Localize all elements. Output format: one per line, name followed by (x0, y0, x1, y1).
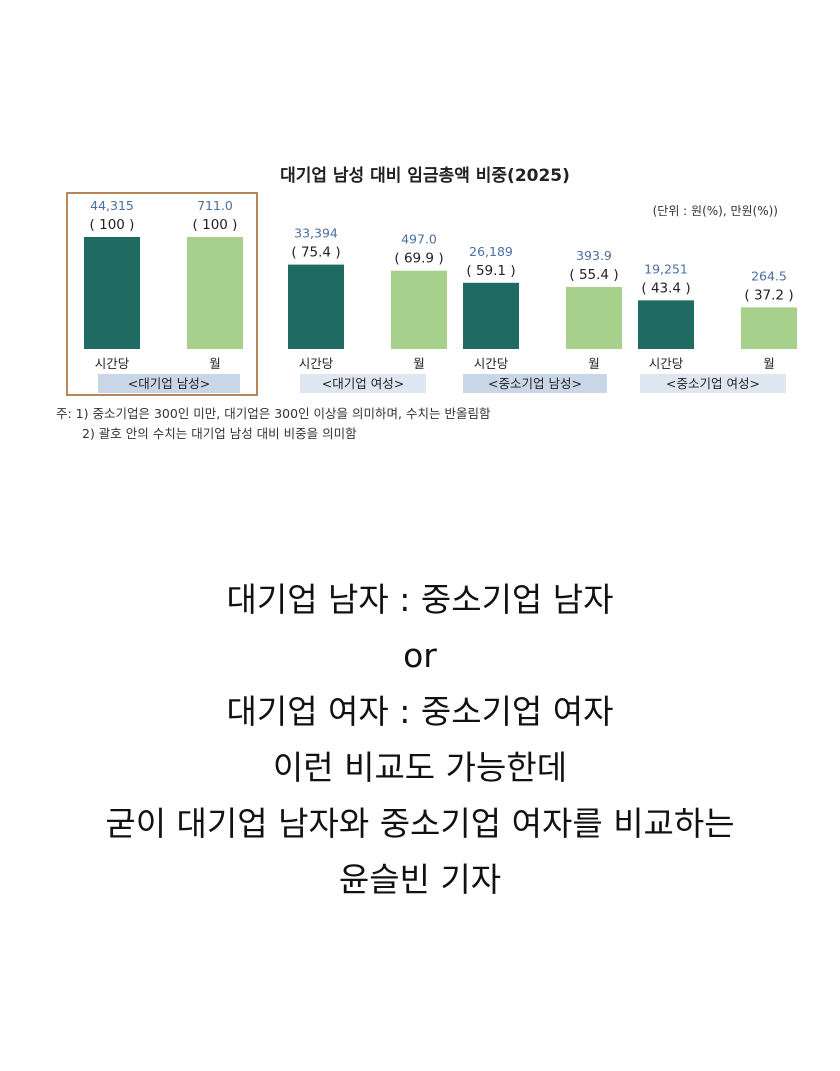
note-line-2: 2) 괄호 안의 수치는 대기업 남성 대비 비중을 의미함 (82, 426, 357, 441)
bar-sme-female-monthly (741, 307, 797, 349)
value-label-sme-female-monthly: 264.5 (751, 268, 787, 283)
group-label-bg-sme-female (640, 374, 786, 393)
bar-sme-male-monthly (566, 286, 622, 349)
caption-line-1: 대기업 남자 : 중소기업 남자 (226, 580, 614, 619)
group-label-sme-female: <중소기업 여성> (666, 376, 760, 391)
caption-line-2: or (403, 636, 437, 675)
chart-title: 대기업 남성 대비 임금총액 비중(2025) (280, 165, 570, 186)
group-label-bg-large-female (300, 374, 426, 393)
value-label-sme-male-monthly: 393.9 (576, 248, 612, 263)
pct-label-sme-male-hourly: ( 59.1 ) (466, 263, 515, 279)
bar-category-sme-male-monthly: 월 (588, 356, 600, 371)
group-label-bg-large-male (98, 374, 240, 393)
group-label-large-female: <대기업 여성> (322, 376, 404, 391)
highlight-box (66, 192, 258, 396)
bar-large-male-hourly (84, 237, 140, 349)
pct-label-sme-male-monthly: ( 55.4 ) (569, 267, 618, 283)
pct-label-large-female-monthly: ( 69.9 ) (394, 251, 443, 267)
bar-category-large-male-hourly: 시간당 (95, 356, 130, 371)
value-label-large-male-monthly: 711.0 (197, 198, 233, 213)
caption-line-4: 이런 비교도 가능한데 (272, 748, 568, 787)
bar-large-female-hourly (288, 264, 344, 349)
bar-category-sme-female-monthly: 월 (763, 356, 775, 371)
bar-sme-male-hourly (463, 282, 519, 349)
bar-category-sme-male-hourly: 시간당 (474, 356, 509, 371)
caption-line-5: 굳이 대기업 남자와 중소기업 여자를 비교하는 (105, 804, 735, 843)
value-label-sme-male-hourly: 26,189 (469, 244, 513, 259)
bar-large-male-monthly (187, 237, 243, 349)
value-label-large-female-monthly: 497.0 (401, 232, 437, 247)
group-label-sme-male: <중소기업 남성> (488, 376, 582, 391)
value-label-large-male-hourly: 44,315 (90, 198, 134, 213)
bar-category-sme-female-hourly: 시간당 (649, 356, 684, 371)
bar-large-female-monthly (391, 270, 447, 349)
value-label-large-female-hourly: 33,394 (294, 226, 338, 241)
bar-category-large-female-hourly: 시간당 (299, 356, 334, 371)
bar-sme-female-hourly (638, 300, 694, 349)
pct-label-large-female-hourly: ( 75.4 ) (291, 245, 340, 261)
value-label-sme-female-hourly: 19,251 (644, 261, 688, 276)
pct-label-sme-female-monthly: ( 37.2 ) (744, 287, 793, 303)
group-label-bg-sme-male (463, 374, 607, 393)
caption-line-3: 대기업 여자 : 중소기업 여자 (226, 692, 614, 731)
wage-ratio-chart: 대기업 남성 대비 임금총액 비중(2025) (단위 : 원(%), 만원(%… (56, 165, 797, 441)
group-label-large-male: <대기업 남성> (128, 376, 210, 391)
bar-category-large-male-monthly: 월 (209, 356, 221, 371)
caption: 대기업 남자 : 중소기업 남자 or 대기업 여자 : 중소기업 여자 이런 … (0, 572, 840, 908)
pct-label-large-male-monthly: ( 100 ) (193, 217, 238, 233)
pct-label-sme-female-hourly: ( 43.4 ) (641, 280, 690, 296)
note-line-1: 주: 1) 중소기업은 300인 미만, 대기업은 300인 이상을 의미하며,… (56, 406, 491, 421)
unit-note: (단위 : 원(%), 만원(%)) (653, 204, 778, 218)
pct-label-large-male-hourly: ( 100 ) (90, 217, 135, 233)
caption-line-6: 윤슬빈 기자 (338, 860, 502, 899)
bar-category-large-female-monthly: 월 (413, 356, 425, 371)
